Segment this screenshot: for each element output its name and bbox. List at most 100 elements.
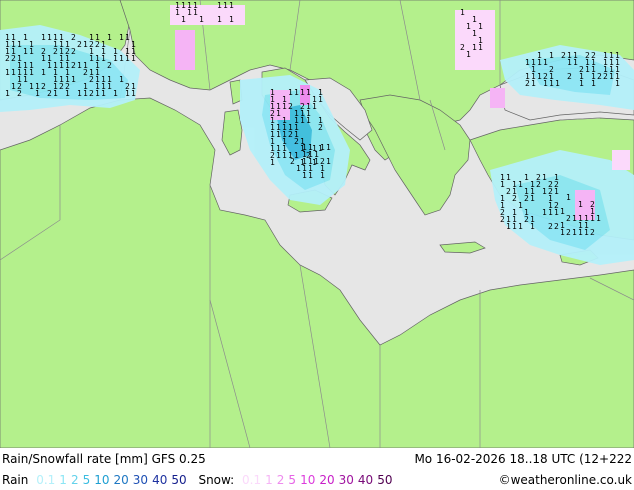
credit: ©weatheronline.co.uk	[498, 473, 632, 487]
precip-digit: 2	[554, 180, 559, 189]
precip-digit: 1	[537, 72, 542, 81]
precip-digit: 2	[294, 137, 299, 146]
precip-digit: 1	[17, 40, 22, 49]
precip-digit: 1	[506, 215, 511, 224]
precip-digit: 1	[500, 173, 505, 182]
precip-digit: 1	[548, 201, 553, 210]
legend: Rain 0.1 1 2 5 10 20 30 40 50 Snow: 0.1 1 2 5 10 20 30…	[2, 473, 400, 487]
precip-digit: 1	[306, 116, 311, 125]
rain-legend-level: 50	[171, 473, 187, 487]
precip-digit: 1	[35, 89, 40, 98]
rain-legend-level: 5	[82, 473, 91, 487]
precip-digit: 1	[294, 109, 299, 118]
precip-digit: 2	[566, 214, 571, 223]
precip-digit: 1	[270, 130, 275, 139]
precip-digit: 1	[320, 171, 325, 180]
precip-digit: 1	[95, 68, 100, 77]
precip-digit: 1	[77, 61, 82, 70]
precip-digit: 1	[472, 15, 477, 24]
precip-digit: 1	[131, 47, 136, 56]
precip-digit: 1	[29, 61, 34, 70]
precip-digit: 1	[270, 102, 275, 111]
precip-digit: 1	[53, 75, 58, 84]
precip-digit: 2	[71, 61, 76, 70]
precip-digit: 1	[302, 171, 307, 180]
precip-digit: 1	[89, 33, 94, 42]
precip-digit: 1	[296, 164, 301, 173]
precip-digit: 1	[531, 58, 536, 67]
precip-digit: 1	[223, 1, 228, 10]
precip-digit: 1	[29, 47, 34, 56]
precip-digit: 2	[17, 82, 22, 91]
precip-digit: 1	[512, 180, 517, 189]
precip-digit: 1	[478, 36, 483, 45]
precip-digit: 1	[101, 82, 106, 91]
rain-legend-level: 30	[132, 473, 149, 487]
precip-digit: 1	[579, 79, 584, 88]
precip-digit: 1	[609, 72, 614, 81]
precip-digit: 1	[530, 180, 535, 189]
rain-legend-items: 0.1 1 2 5 10 20 30 40 50	[36, 473, 190, 487]
precip-digit: 1	[187, 8, 192, 17]
precip-digit: 1	[554, 173, 559, 182]
precip-digit: 2	[89, 89, 94, 98]
precip-digit: 1	[572, 214, 577, 223]
precip-digit: 1	[302, 150, 307, 159]
precip-digit: 1	[518, 201, 523, 210]
precip-digit: 1	[95, 54, 100, 63]
precip-digit: 1	[308, 143, 313, 152]
precip-digit: 1	[308, 171, 313, 180]
precip-digit: 1	[306, 109, 311, 118]
precip-digit: 2	[512, 194, 517, 203]
precip-digit: 1	[603, 65, 608, 74]
precip-digit: 2	[270, 151, 275, 160]
precip-digit: 1	[181, 1, 186, 10]
precip-digit: 1	[17, 61, 22, 70]
precip-digit: 1	[276, 130, 281, 139]
precip-digit: 1	[578, 221, 583, 230]
precip-digit: 1	[500, 201, 505, 210]
precip-digit: 2	[59, 82, 64, 91]
precip-digit: 1	[306, 102, 311, 111]
precip-digit: 1	[29, 68, 34, 77]
precip-digit: 2	[320, 157, 325, 166]
precip-digit: 1	[530, 215, 535, 224]
precip-digit: 1	[83, 61, 88, 70]
precip-digit: 1	[518, 222, 523, 231]
snow-legend-level: 5	[288, 473, 297, 487]
precip-digit: 1	[615, 58, 620, 67]
rain-legend-level: 10	[94, 473, 110, 487]
precip-digit: 2	[270, 109, 275, 118]
precip-digit: 2	[603, 72, 608, 81]
snow-legend-level: 40	[357, 473, 374, 487]
precip-digit: 1	[460, 8, 465, 17]
precip-digit: 2	[536, 180, 541, 189]
precip-digit: 2	[567, 72, 572, 81]
precip-digit: 1	[478, 43, 483, 52]
precip-digit: 2	[536, 173, 541, 182]
precip-digit: 2	[566, 228, 571, 237]
footer-title-row: Rain/Snowfall rate [mm] GFS 0.25 Mo 16-0…	[0, 448, 634, 469]
rain-legend-level: 1	[59, 473, 67, 487]
snow-legend-level: 1	[265, 473, 273, 487]
precip-digit: 2	[288, 102, 293, 111]
precip-digit: 1	[512, 222, 517, 231]
precip-digit: 1	[525, 72, 530, 81]
snow-legend-level: 30	[338, 473, 354, 487]
precip-digit: 1	[276, 123, 281, 132]
snow-legend-level: 20	[319, 473, 335, 487]
precip-digit: 1	[5, 40, 10, 49]
precip-digit: 1	[318, 95, 323, 104]
precip-digit: 1	[83, 40, 88, 49]
precip-digit: 1	[276, 109, 281, 118]
snow-legend-items: 0.1 1 2 5 10 20 30 40 50	[242, 473, 396, 487]
precip-digit: 1	[543, 79, 548, 88]
precip-digit: 1	[107, 82, 112, 91]
map-datetime: Mo 16-02-2026 18..18 UTC (12+222	[414, 452, 632, 466]
precip-digit: 1	[89, 54, 94, 63]
precip-digit: 1	[543, 58, 548, 67]
precip-digit: 1	[294, 123, 299, 132]
precip-digit: 1	[101, 40, 106, 49]
precip-digit: 1	[306, 88, 311, 97]
precip-digit: 1	[101, 75, 106, 84]
